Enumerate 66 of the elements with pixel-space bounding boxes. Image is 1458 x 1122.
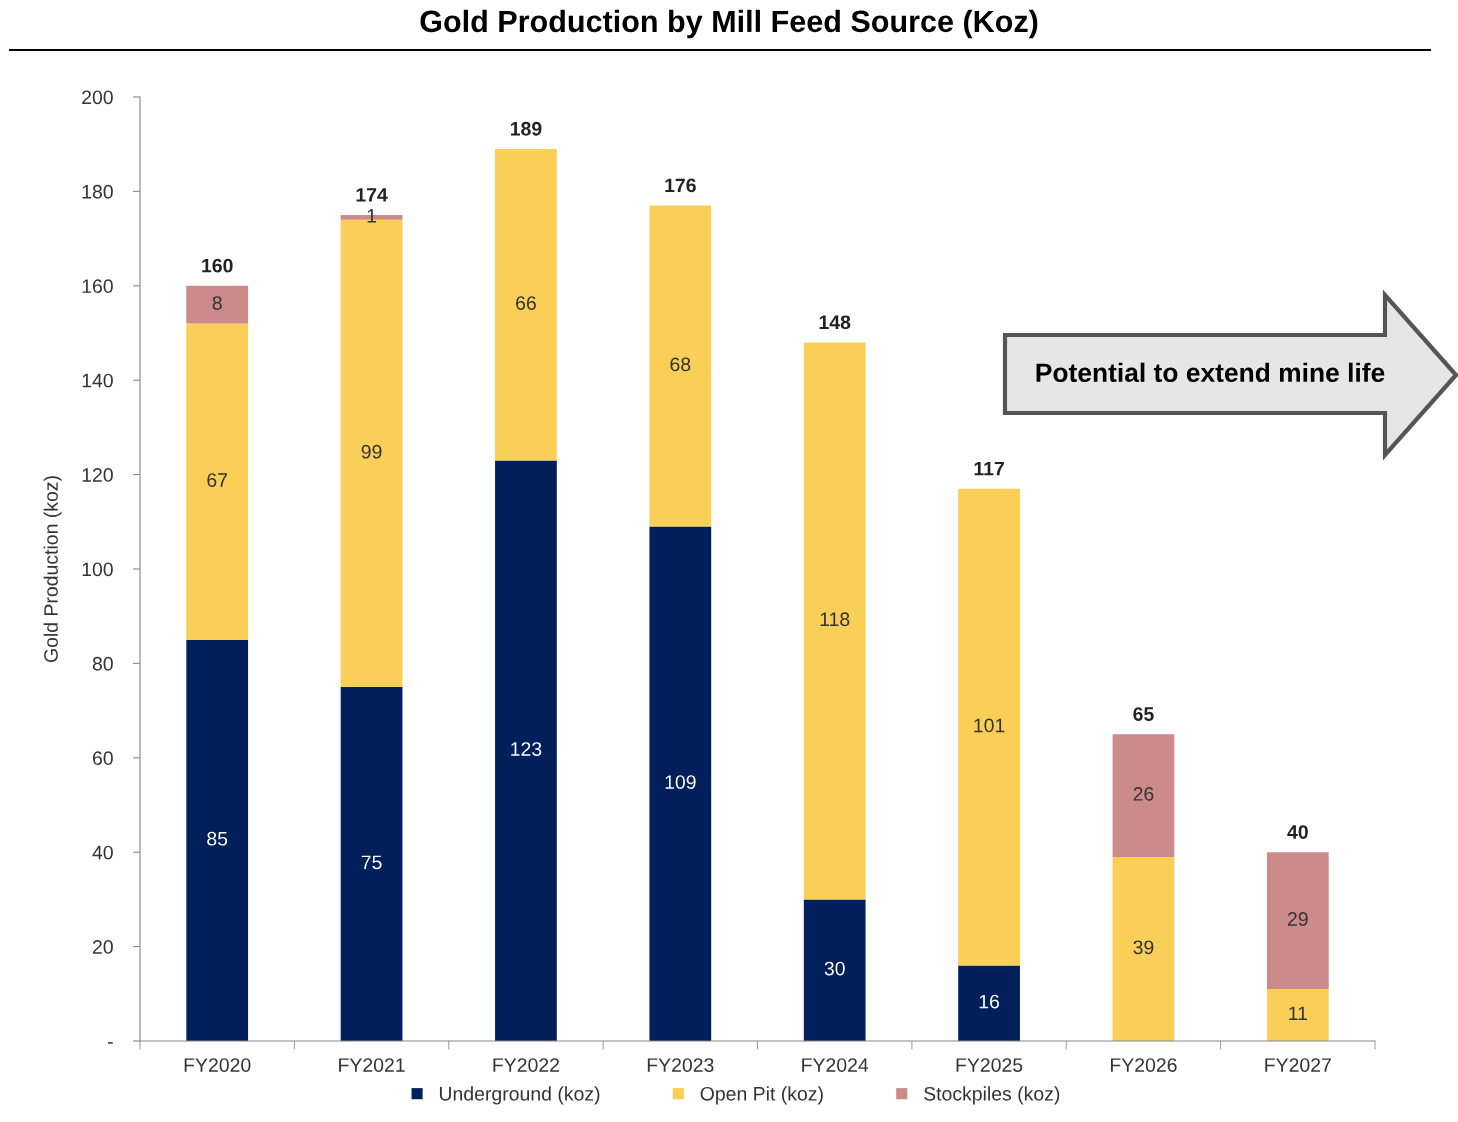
y-tick-label: 140 <box>82 373 113 388</box>
total-label: 189 <box>510 121 542 136</box>
bar <box>958 488 1020 966</box>
x-tick-label: FY2027 <box>1265 1058 1331 1072</box>
data-label: 68 <box>670 357 691 372</box>
bar <box>186 639 249 1041</box>
bar <box>958 965 1020 1041</box>
total-label: 148 <box>819 315 851 330</box>
bar <box>803 899 866 1041</box>
data-label: 16 <box>979 994 1000 1009</box>
bar <box>1266 989 1329 1041</box>
bar <box>495 460 557 1041</box>
y-tick-label: 60 <box>92 751 113 766</box>
x-tick-label: FY2022 <box>493 1058 560 1072</box>
legend-label: Stockpiles (koz) <box>924 1086 1060 1105</box>
x-tick-label: FY2023 <box>647 1058 714 1072</box>
y-tick-label: 100 <box>82 562 113 577</box>
total-label: 65 <box>1133 707 1154 721</box>
data-label: 85 <box>207 831 228 846</box>
bar <box>803 342 866 900</box>
data-label: 26 <box>1133 787 1154 801</box>
data-label: 101 <box>974 718 1005 733</box>
total-label: 174 <box>356 188 388 202</box>
x-tick-label: FY2021 <box>339 1058 405 1072</box>
x-tick-label: FY2024 <box>802 1058 869 1072</box>
total-label: 117 <box>974 461 1004 476</box>
data-label: 66 <box>516 296 536 310</box>
data-label: 30 <box>824 961 845 976</box>
bar <box>186 323 249 640</box>
bar <box>1112 856 1175 1041</box>
x-tick-label: FY2025 <box>956 1058 1023 1072</box>
data-label: 67 <box>207 473 228 487</box>
y-tick-label: 180 <box>82 184 113 199</box>
y-tick-label: 20 <box>92 940 113 954</box>
y-tick-label: 120 <box>82 468 113 482</box>
data-label: 118 <box>820 612 850 627</box>
bar <box>649 526 712 1041</box>
data-label: 39 <box>1133 940 1154 955</box>
y-tick-label: - <box>108 1042 113 1044</box>
annotation: Potential to extend mine life <box>1036 362 1385 383</box>
y-tick-label: 160 <box>82 279 113 294</box>
chart-title: Gold Production by Mill Feed Source (Koz) <box>420 9 1038 39</box>
legend-label: Open Pit (koz) <box>700 1086 823 1105</box>
data-label: 75 <box>361 855 382 870</box>
legend-label: Underground (koz) <box>439 1086 600 1105</box>
data-label: 29 <box>1287 912 1308 926</box>
bar <box>1266 852 1329 990</box>
data-label: 123 <box>511 742 542 756</box>
y-axis-title: Gold Production (koz) <box>43 476 62 663</box>
bar <box>495 148 557 461</box>
y-tick-label: 80 <box>92 656 113 671</box>
total-label: 160 <box>202 258 233 273</box>
total-label: 40 <box>1287 825 1308 839</box>
data-label: 11 <box>1289 1006 1307 1021</box>
bar <box>186 285 249 324</box>
data-label: 8 <box>212 296 222 310</box>
x-tick-label: FY2026 <box>1110 1058 1177 1072</box>
y-tick-label: 200 <box>82 90 113 105</box>
data-label: 109 <box>665 775 696 789</box>
y-tick-label: 40 <box>92 845 113 860</box>
bar <box>649 205 712 527</box>
bar <box>1112 734 1175 857</box>
x-tick-label: FY2020 <box>184 1058 251 1072</box>
bar <box>340 687 403 1041</box>
data-label: 99 <box>361 444 382 459</box>
total-label: 176 <box>665 178 696 193</box>
